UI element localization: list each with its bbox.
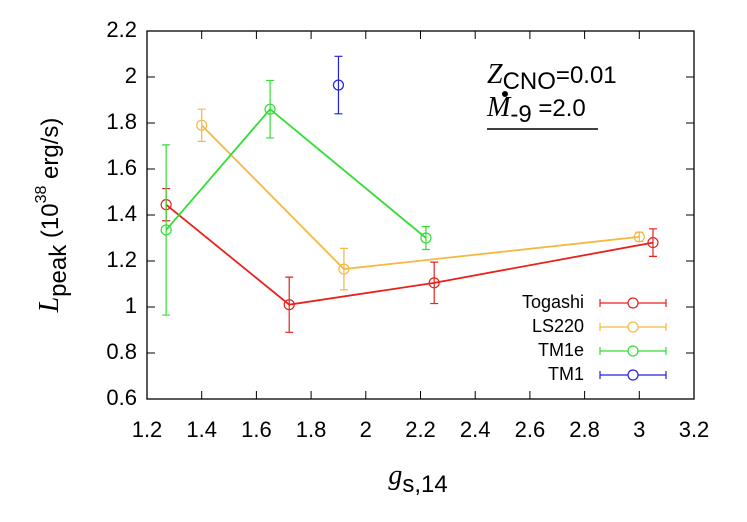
y-tick-label: 1 — [125, 293, 137, 318]
x-label-main: g — [388, 460, 402, 491]
annotation-sub: CNO — [503, 68, 556, 95]
error-bar — [421, 225, 430, 251]
y-tick-label: 1.6 — [106, 155, 137, 180]
data-point — [196, 119, 208, 131]
y-tick-label: 1.8 — [106, 109, 137, 134]
legend-label: TM1 — [548, 364, 584, 384]
data-point — [264, 103, 276, 115]
annotation-rest: =0.01 — [556, 62, 617, 89]
x-tick-label: 2 — [360, 417, 372, 442]
x-tick-label: 2.2 — [405, 417, 436, 442]
data-point — [428, 277, 440, 289]
legend-symbol — [627, 369, 639, 381]
annotation: ZCNO=0.01 — [487, 59, 617, 95]
y-tick-label: 0.8 — [106, 339, 137, 364]
y-tick-label: 2 — [125, 63, 137, 88]
dot-accent — [502, 91, 508, 97]
y-tick-label: 0.6 — [106, 385, 137, 410]
data-point — [332, 79, 345, 91]
error-bar — [266, 79, 275, 139]
error-bar — [162, 144, 171, 316]
error-bar — [285, 276, 294, 333]
error-bar — [430, 261, 439, 305]
legend-symbol — [627, 297, 639, 309]
annotation: M-9 =2.0 — [486, 92, 586, 128]
y-label-sup: 38 — [33, 186, 50, 204]
y-label-pre: (10 — [37, 203, 64, 244]
data-point — [283, 299, 295, 311]
x-tick-label: 2.4 — [460, 417, 491, 442]
annotation-main: M — [486, 92, 512, 123]
x-tick-label: 3.2 — [679, 417, 710, 442]
x-tick-label: 1.2 — [132, 417, 163, 442]
x-tick-label: 1.6 — [241, 417, 272, 442]
y-axis-label: Lpeak (1038 erg/s) — [33, 118, 72, 314]
legend-label: TM1e — [538, 340, 584, 360]
x-label-sub: s,14 — [402, 471, 447, 498]
data-point — [420, 232, 432, 244]
data-point — [338, 263, 350, 275]
y-label-main: L — [34, 297, 65, 314]
error-bar — [339, 247, 348, 291]
data-point — [633, 231, 645, 243]
y-tick-label: 1.2 — [106, 247, 137, 272]
error-bar — [197, 108, 206, 142]
annotation-main: Z — [487, 59, 503, 90]
y-label-post: erg/s) — [37, 118, 64, 186]
y-tick-label: 2.2 — [106, 17, 137, 42]
data-point — [160, 224, 172, 236]
annotation-sub: -9 — [510, 101, 531, 128]
legend-label: LS220 — [532, 316, 584, 336]
error-bar — [334, 55, 343, 115]
error-bar — [648, 228, 657, 257]
series-line — [165, 203, 654, 306]
x-tick-label: 3 — [633, 417, 645, 442]
y-label-sub: peak — [45, 244, 72, 297]
x-tick-label: 1.8 — [296, 417, 327, 442]
x-tick-label: 1.4 — [186, 417, 217, 442]
y-tick-label: 1.4 — [106, 201, 137, 226]
series-line — [201, 124, 640, 270]
annotation-rest: =2.0 — [532, 95, 586, 122]
data-point — [647, 237, 659, 249]
x-tick-label: 2.6 — [515, 417, 546, 442]
legend-symbol — [627, 345, 639, 357]
x-tick-label: 2.8 — [569, 417, 600, 442]
legend-symbol — [627, 321, 639, 333]
x-axis-label: gs,14 — [388, 460, 447, 498]
legend-label: Togashi — [522, 292, 584, 312]
